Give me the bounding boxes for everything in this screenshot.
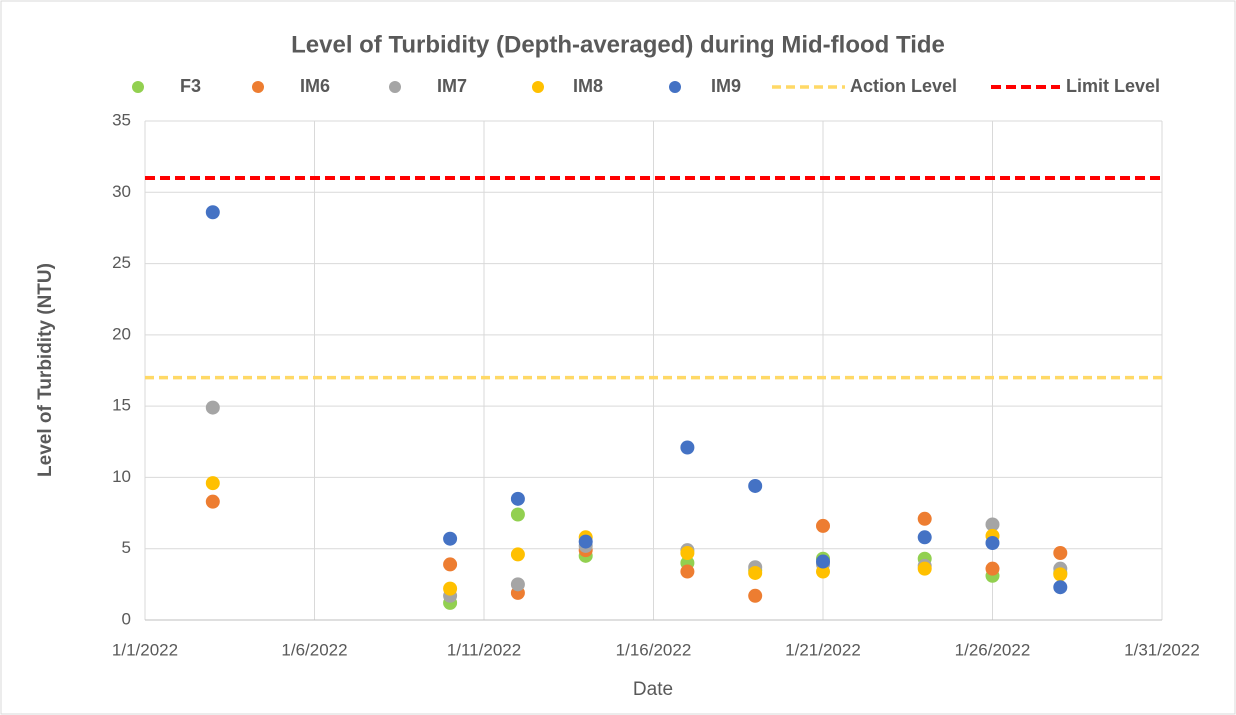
y-axis-label: Level of Turbidity (NTU) (35, 263, 56, 477)
data-point (748, 478, 763, 493)
x-tick-label: 1/1/2022 (112, 640, 178, 659)
data-point (985, 536, 1000, 551)
x-axis-label: Date (633, 679, 673, 700)
data-point (816, 564, 830, 579)
legend-marker (132, 81, 144, 93)
data-point (205, 400, 220, 415)
data-point (443, 581, 458, 596)
y-tick-label: 20 (112, 324, 131, 343)
y-tick-label: 15 (112, 396, 131, 415)
legend-marker (252, 81, 264, 93)
legend-label: IM8 (573, 76, 603, 96)
data-point (917, 511, 932, 526)
data-point (1053, 545, 1068, 560)
legend-label: IM6 (300, 76, 330, 96)
data-point (816, 518, 830, 533)
legend-label: IM9 (711, 76, 741, 96)
data-point (680, 440, 695, 455)
data-point (985, 561, 1000, 576)
data-point (443, 531, 458, 546)
y-tick-label: 35 (112, 110, 131, 129)
data-point (985, 517, 1000, 532)
legend-label: Action Level (850, 76, 957, 96)
x-tick-label: 1/31/2022 (1124, 640, 1200, 659)
legend-label: F3 (180, 76, 201, 96)
x-tick-label: 1/26/2022 (955, 640, 1031, 659)
data-point (748, 588, 763, 603)
x-tick-label: 1/21/2022 (785, 640, 861, 659)
data-point (510, 547, 525, 562)
data-point (917, 561, 932, 576)
data-point (510, 507, 525, 522)
data-point (816, 554, 830, 569)
y-tick-label: 5 (122, 538, 131, 557)
legend-label: Limit Level (1066, 76, 1160, 96)
data-point (680, 545, 695, 560)
legend-marker (532, 81, 544, 93)
legend-label: IM7 (437, 76, 467, 96)
legend-marker (669, 81, 681, 93)
x-tick-label: 1/6/2022 (281, 640, 347, 659)
data-point (680, 564, 695, 579)
y-tick-label: 10 (112, 467, 131, 486)
x-tick-label: 1/16/2022 (616, 640, 692, 659)
data-point (748, 565, 763, 580)
y-tick-label: 0 (122, 609, 131, 628)
data-point (578, 534, 593, 549)
data-point (205, 205, 220, 220)
x-tick-label: 1/11/2022 (447, 640, 521, 659)
data-point (917, 530, 932, 545)
data-point (205, 476, 220, 491)
legend-marker (389, 81, 401, 93)
data-point (443, 557, 458, 572)
data-point (1053, 580, 1068, 595)
y-tick-label: 30 (112, 182, 131, 201)
data-point (510, 491, 525, 506)
data-point (1053, 567, 1068, 582)
y-tick-label: 25 (112, 253, 131, 272)
chart-title: Level of Turbidity (Depth-averaged) duri… (291, 31, 945, 58)
data-point (205, 494, 220, 509)
data-point (510, 577, 525, 592)
